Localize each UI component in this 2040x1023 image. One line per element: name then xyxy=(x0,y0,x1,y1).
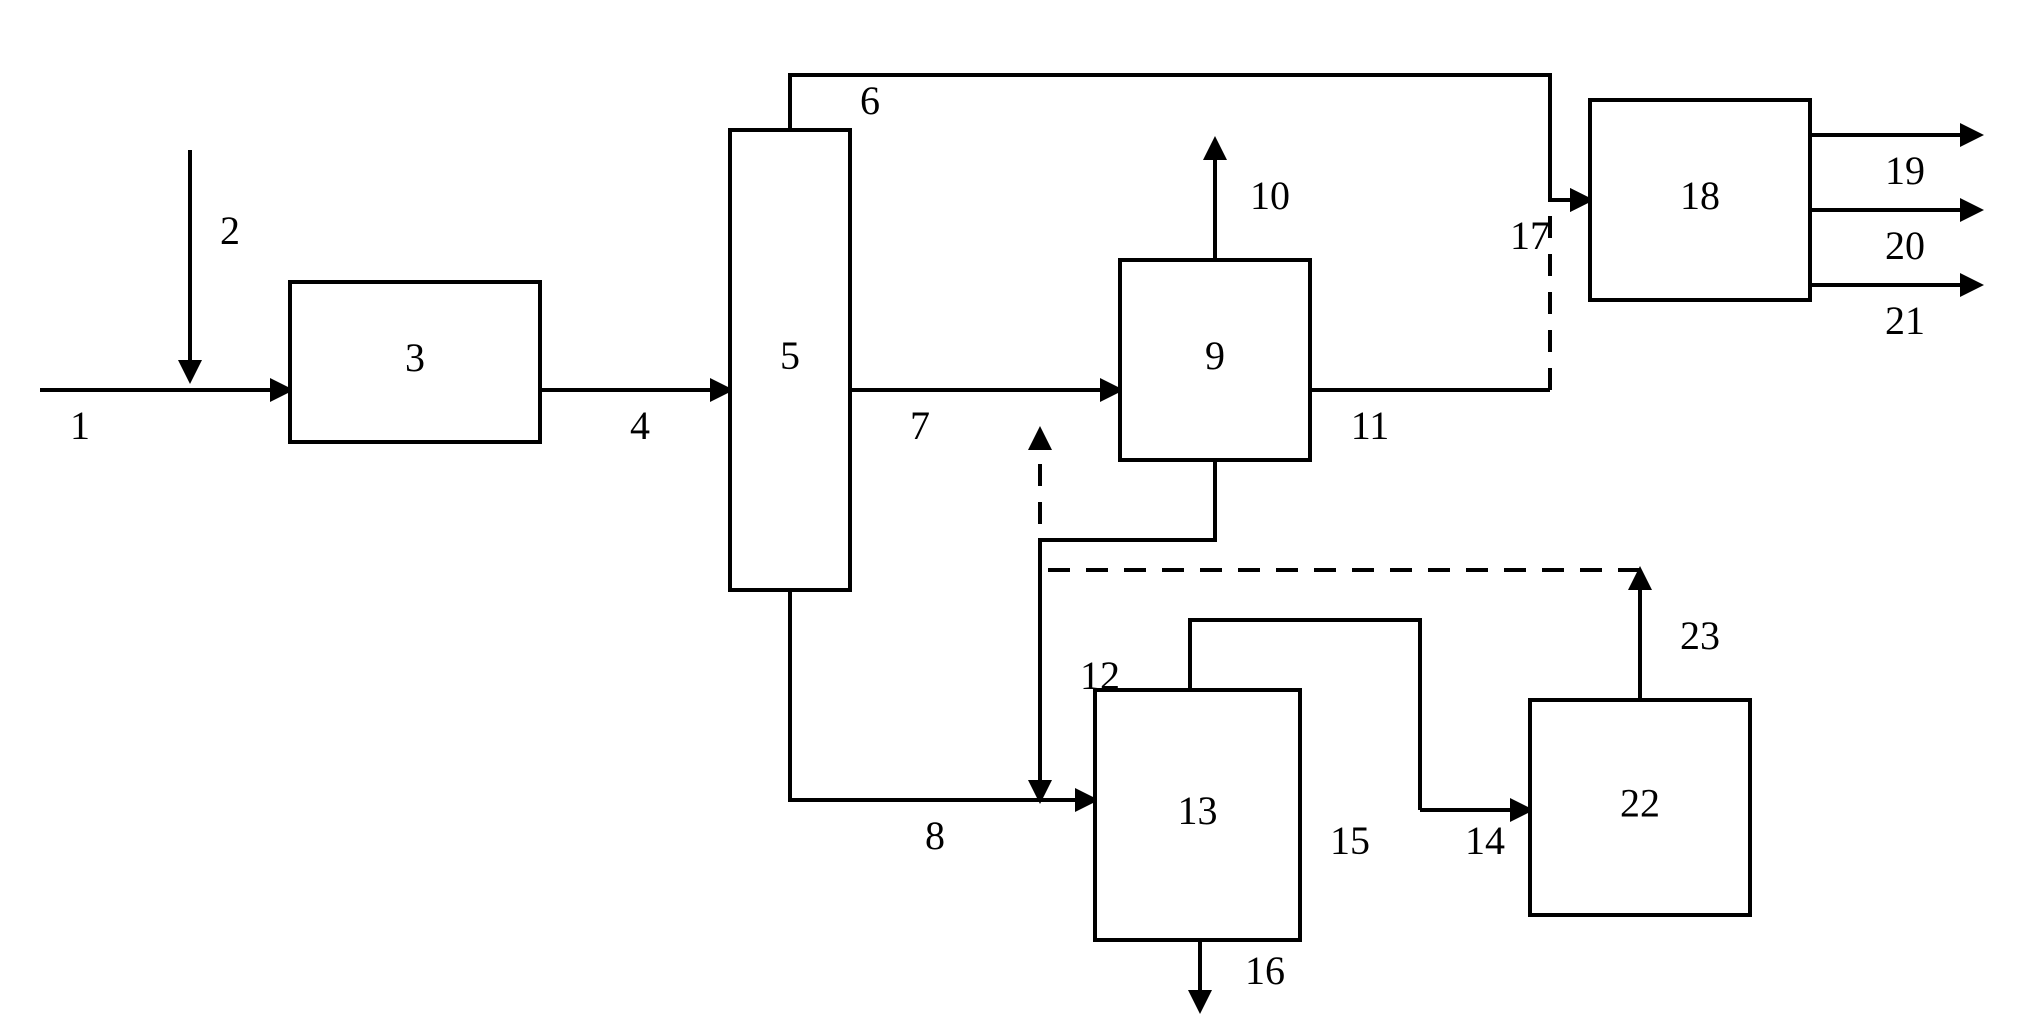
label-l4: 4 xyxy=(630,403,650,448)
label-l17: 17 xyxy=(1510,213,1550,258)
node-n5-label: 5 xyxy=(780,333,800,378)
node-n22: 22 xyxy=(1530,700,1750,915)
label-l2: 2 xyxy=(220,208,240,253)
node-n3: 3 xyxy=(290,282,540,442)
node-n13-label: 13 xyxy=(1178,788,1218,833)
node-n22-label: 22 xyxy=(1620,781,1660,826)
label-l19: 19 xyxy=(1885,148,1925,193)
label-l7: 7 xyxy=(910,403,930,448)
label-l6: 6 xyxy=(860,78,880,123)
edge-e6 xyxy=(790,75,1590,200)
label-l1: 1 xyxy=(70,403,90,448)
node-n5: 5 xyxy=(730,130,850,590)
node-n18-label: 18 xyxy=(1680,173,1720,218)
label-l8: 8 xyxy=(925,813,945,858)
flowchart-canvas: 359131822 1246781011121415161719202123 xyxy=(0,0,2040,1023)
label-l15: 15 xyxy=(1330,818,1370,863)
node-n9-label: 9 xyxy=(1205,333,1225,378)
label-l23: 23 xyxy=(1680,613,1720,658)
label-l14: 14 xyxy=(1465,818,1505,863)
node-n9: 9 xyxy=(1120,260,1310,460)
label-l10: 10 xyxy=(1250,173,1290,218)
nodes-layer: 3 5 9 13 18 22 xyxy=(290,100,1810,940)
label-l11: 11 xyxy=(1351,403,1390,448)
edge-e17 xyxy=(1550,200,1590,390)
edge-e8 xyxy=(790,590,1095,800)
node-n3-label: 3 xyxy=(405,335,425,380)
label-l16: 16 xyxy=(1245,948,1285,993)
label-l20: 20 xyxy=(1885,223,1925,268)
node-n18: 18 xyxy=(1590,100,1810,300)
node-n13: 13 xyxy=(1095,690,1300,940)
label-l12: 12 xyxy=(1080,653,1120,698)
label-l21: 21 xyxy=(1885,298,1925,343)
